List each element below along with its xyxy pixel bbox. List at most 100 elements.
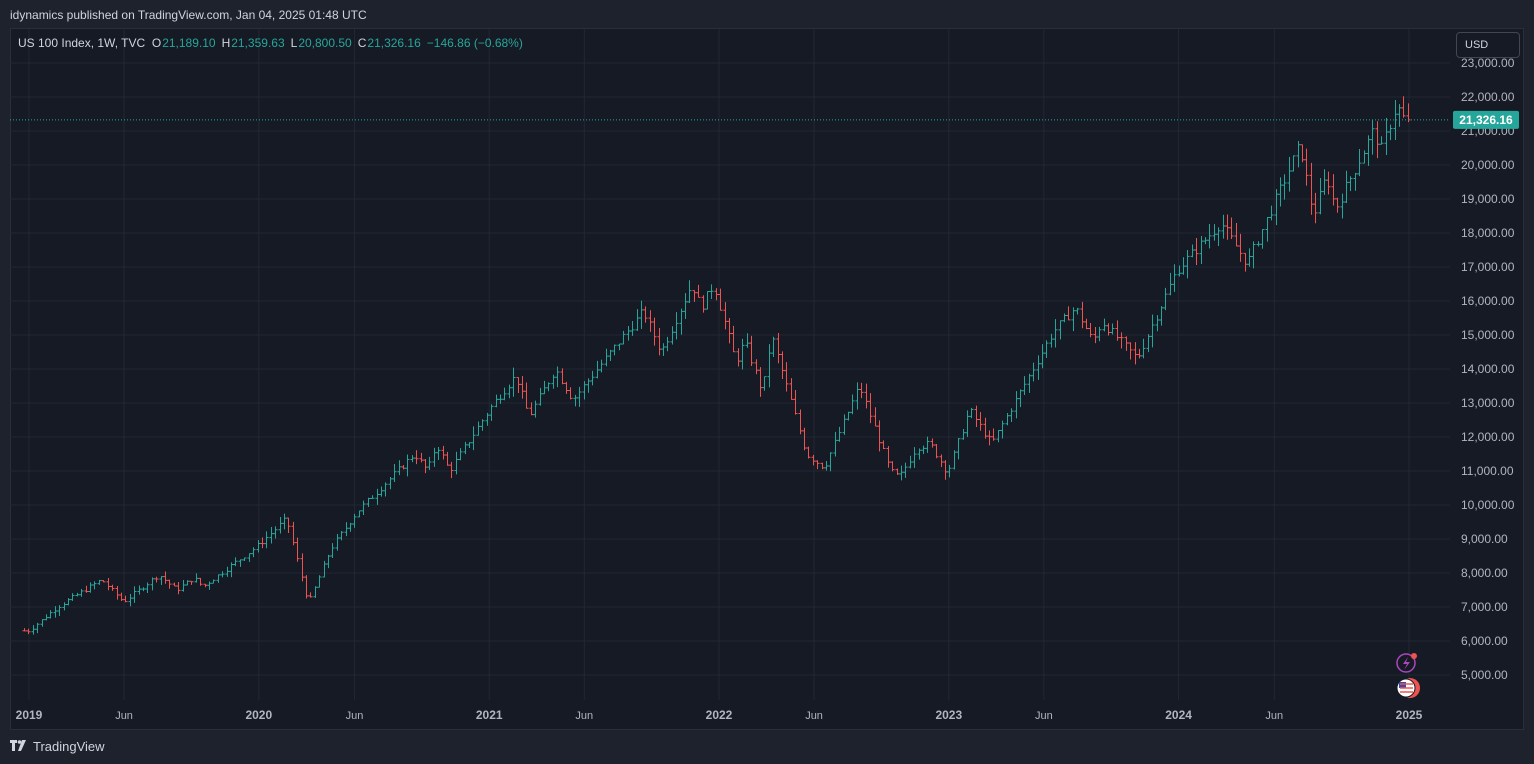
ohlc-bar: [1265, 216, 1270, 242]
ohlc-bar: [983, 417, 988, 439]
ohlc-bar: [776, 333, 781, 364]
ohlc-bar: [1049, 333, 1054, 348]
ohlc-bar: [736, 348, 741, 367]
ohlc-bar: [895, 468, 900, 475]
ohlc-bar: [533, 400, 538, 418]
ohlc-bar: [207, 581, 212, 590]
last-price-tag: [1453, 110, 1519, 129]
ohlc-bar: [1243, 252, 1248, 272]
ohlc-bar: [665, 336, 670, 352]
ohlc-bar: [859, 382, 864, 399]
ohlc-bar: [670, 326, 675, 345]
x-tick-label: 2019: [16, 708, 43, 722]
ohlc-bar: [1362, 150, 1367, 164]
ohlc-bar: [612, 344, 617, 356]
y-tick-label: 18,000.00: [1461, 226, 1515, 240]
ohlc-bar: [745, 333, 750, 348]
ohlc-bar: [969, 407, 974, 419]
ohlc-bar: [899, 465, 904, 481]
ohlc-bar: [189, 580, 194, 585]
ohlc-bar: [300, 553, 305, 582]
ohlc-bar: [1357, 148, 1362, 177]
ohlc-bar: [1018, 389, 1023, 408]
ohlc-bar: [947, 464, 952, 478]
y-tick-label: 9,000.00: [1461, 532, 1508, 546]
ohlc-bar: [278, 516, 283, 534]
footer: TradingView: [0, 730, 1534, 764]
ohlc-bar: [423, 459, 428, 474]
ohlc-bar: [1384, 117, 1389, 156]
ohlc-bar: [802, 427, 807, 451]
ohlc-bar: [1340, 193, 1345, 219]
ohlc-bar: [652, 317, 657, 346]
flash-bolt: [1403, 657, 1410, 670]
ohlc-bar: [238, 559, 243, 567]
x-tick-label: 2020: [245, 708, 272, 722]
ohlc-bar: [511, 367, 516, 397]
ohlc-bar: [366, 497, 371, 508]
ohlc-bar: [718, 288, 723, 311]
ohlc-bar: [458, 448, 463, 461]
ohlc-bar: [1093, 326, 1098, 344]
tradingview-brand[interactable]: TradingView: [33, 739, 105, 754]
ohlc-bar: [106, 578, 111, 591]
ohlc-bar: [463, 441, 468, 455]
ohlc-bar: [564, 381, 569, 394]
ohlc-bar: [890, 461, 895, 472]
ohlc-bar: [749, 335, 754, 367]
ohlc-bar: [696, 284, 701, 298]
ohlc-bar: [621, 330, 626, 345]
ohlc-bar: [577, 386, 582, 407]
ohlc-bar: [1027, 373, 1032, 393]
ohlc-bar: [375, 488, 380, 505]
ohlc-bar: [185, 580, 190, 586]
ohlc-bar: [754, 359, 759, 375]
ohlc-bar: [414, 450, 419, 465]
ohlc-bar: [925, 436, 930, 453]
ohlc-bar: [445, 451, 450, 466]
ohlc-bar: [242, 557, 247, 562]
ohlc-bar: [88, 582, 93, 593]
ohlc-bar: [731, 325, 736, 353]
ohlc-bar: [934, 443, 939, 459]
ohlc-bar: [1141, 338, 1146, 359]
ohlc-bar: [705, 291, 710, 310]
y-tick-label: 19,000.00: [1461, 192, 1515, 206]
ohlc-bar: [657, 328, 662, 356]
ohlc-bar: [573, 394, 578, 407]
ohlc-bar: [767, 344, 772, 388]
low-label: L: [290, 36, 298, 50]
ohlc-bar: [886, 446, 891, 468]
ohlc-bar: [304, 575, 309, 599]
ohlc-bar: [687, 280, 692, 303]
flash-dot: [1411, 653, 1417, 659]
ohlc-bar: [145, 582, 150, 594]
ohlc-bar: [220, 571, 225, 578]
ohlc-bar: [1225, 214, 1230, 240]
ohlc-bar: [1221, 214, 1226, 239]
ohlc-bars: [22, 96, 1411, 635]
ohlc-bar: [1207, 224, 1212, 249]
ohlc-bar: [1401, 96, 1406, 118]
ohlc-bar: [1309, 162, 1314, 215]
ohlc-bar: [211, 579, 216, 584]
ohlc-bar: [806, 446, 811, 459]
ohlc-bar: [560, 368, 565, 385]
ohlc-bar: [546, 382, 551, 392]
ohlc-bar: [1190, 244, 1195, 258]
ohlc-bar: [1133, 342, 1138, 365]
ohlc-bar: [842, 414, 847, 435]
currency-button[interactable]: USD: [1456, 32, 1520, 58]
open-label: O: [151, 36, 162, 50]
ohlc-bar: [643, 306, 648, 323]
ohlc-bar: [617, 343, 622, 351]
chart-pane[interactable]: [10, 28, 1524, 730]
ohlc-bar: [723, 302, 728, 330]
ohlc-bar: [855, 382, 860, 410]
ohlc-bar: [66, 598, 71, 606]
ohlc-bar: [1313, 192, 1318, 224]
ohlc-bar: [176, 581, 181, 595]
y-tick-label: 16,000.00: [1461, 294, 1515, 308]
ohlc-bar: [1080, 301, 1085, 329]
ohlc-bar: [84, 585, 89, 593]
